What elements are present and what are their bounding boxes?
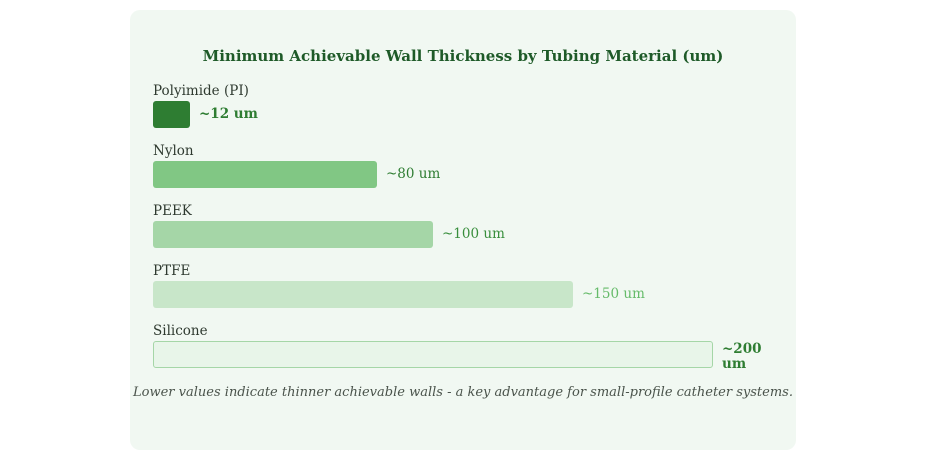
value-label: ~100 um bbox=[442, 226, 505, 242]
category-label: Silicone bbox=[153, 323, 208, 339]
value-label: ~150 um bbox=[582, 286, 645, 302]
chart-title: Minimum Achievable Wall Thickness by Tub… bbox=[202, 47, 724, 65]
category-label: PEEK bbox=[153, 203, 192, 219]
category-label: Polyimide (PI) bbox=[153, 83, 249, 99]
chart-footnote: Lower values indicate thinner achievable… bbox=[133, 385, 793, 400]
category-label: Nylon bbox=[153, 143, 194, 159]
value-label: ~80 um bbox=[386, 166, 441, 182]
bar bbox=[153, 281, 573, 308]
bar bbox=[153, 341, 713, 368]
bar bbox=[153, 101, 190, 128]
bar bbox=[153, 221, 433, 248]
value-label: ~12 um bbox=[199, 106, 258, 122]
chart-card: Minimum Achievable Wall Thickness by Tub… bbox=[130, 10, 796, 450]
bar bbox=[153, 161, 377, 188]
value-label: ~200 um bbox=[722, 341, 762, 372]
category-label: PTFE bbox=[153, 263, 191, 279]
